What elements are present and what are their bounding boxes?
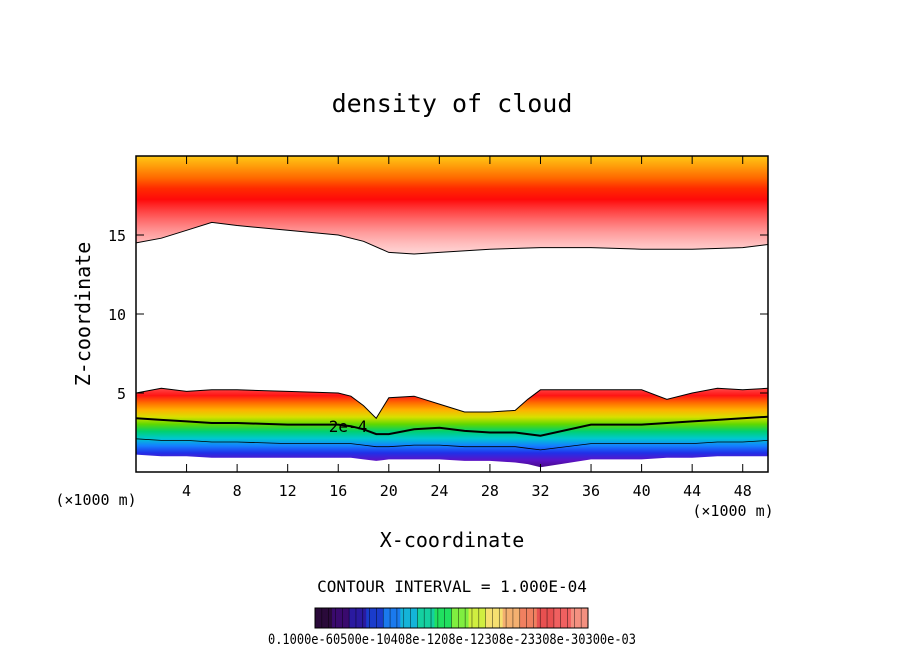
x-tick-label: 40 bbox=[633, 482, 651, 500]
colorbar-swatch bbox=[536, 608, 555, 628]
colorbar-labels: 0.1000e-60500e-10408e-1208e-12308e-23308… bbox=[268, 632, 636, 648]
x-unit-left: (×1000 m) bbox=[55, 491, 136, 509]
colorbar-swatch bbox=[570, 608, 589, 628]
colorbar bbox=[314, 608, 589, 628]
x-unit-right: (×1000 m) bbox=[692, 502, 773, 520]
contour-line-2e-4 bbox=[136, 415, 768, 437]
contour-label: 2e-4 bbox=[329, 417, 368, 436]
y-tick-label: 5 bbox=[117, 385, 126, 403]
x-tick-label: 16 bbox=[329, 482, 347, 500]
colorbar-frame bbox=[314, 607, 589, 629]
x-tick-label: 8 bbox=[233, 482, 242, 500]
upper-layer-base-contour bbox=[136, 221, 768, 255]
colorbar-swatch bbox=[366, 608, 384, 628]
y-axis: 5 10 15 bbox=[108, 227, 768, 403]
plot-area bbox=[136, 156, 768, 468]
x-tick-label: 32 bbox=[531, 482, 549, 500]
colorbar-swatch bbox=[400, 608, 418, 628]
y-tick-label: 15 bbox=[108, 227, 126, 245]
lower-layer-top-contour bbox=[136, 387, 768, 420]
colorbar-swatch bbox=[383, 608, 401, 628]
x-tick-label: 28 bbox=[481, 482, 499, 500]
y-axis-label: Z-coordinate bbox=[71, 242, 95, 387]
x-tick-label: 36 bbox=[582, 482, 600, 500]
colorbar-swatch bbox=[417, 608, 435, 628]
colorbar-swatch bbox=[519, 608, 538, 628]
x-axis-label: X-coordinate bbox=[380, 528, 525, 552]
colorbar-swatch bbox=[485, 608, 504, 628]
x-tick-label: 24 bbox=[430, 482, 448, 500]
x-tick-label: 4 bbox=[182, 482, 191, 500]
lower-cloud-layer bbox=[136, 388, 768, 468]
colorbar-swatch bbox=[315, 608, 333, 628]
x-tick-label: 20 bbox=[380, 482, 398, 500]
contour-line-lower bbox=[136, 438, 768, 451]
x-tick-label: 44 bbox=[683, 482, 701, 500]
x-tick-label: 48 bbox=[734, 482, 752, 500]
colorbar-swatch bbox=[451, 608, 470, 628]
colorbar-swatch bbox=[332, 608, 350, 628]
colorbar-swatch bbox=[434, 608, 452, 628]
upper-cloud-layer bbox=[136, 156, 768, 254]
x-tick-label: 12 bbox=[279, 482, 297, 500]
contour-interval-text: CONTOUR INTERVAL = 1.000E-04 bbox=[317, 577, 587, 596]
x-axis: 4 8 12 16 20 24 28 32 36 40 44 48 bbox=[182, 156, 752, 500]
chart-title: density of cloud bbox=[332, 89, 573, 118]
colorbar-swatch bbox=[553, 608, 572, 628]
y-tick-label: 10 bbox=[108, 306, 126, 324]
colorbar-swatch bbox=[468, 608, 487, 628]
colorbar-swatch bbox=[349, 608, 367, 628]
colorbar-swatch bbox=[502, 608, 521, 628]
